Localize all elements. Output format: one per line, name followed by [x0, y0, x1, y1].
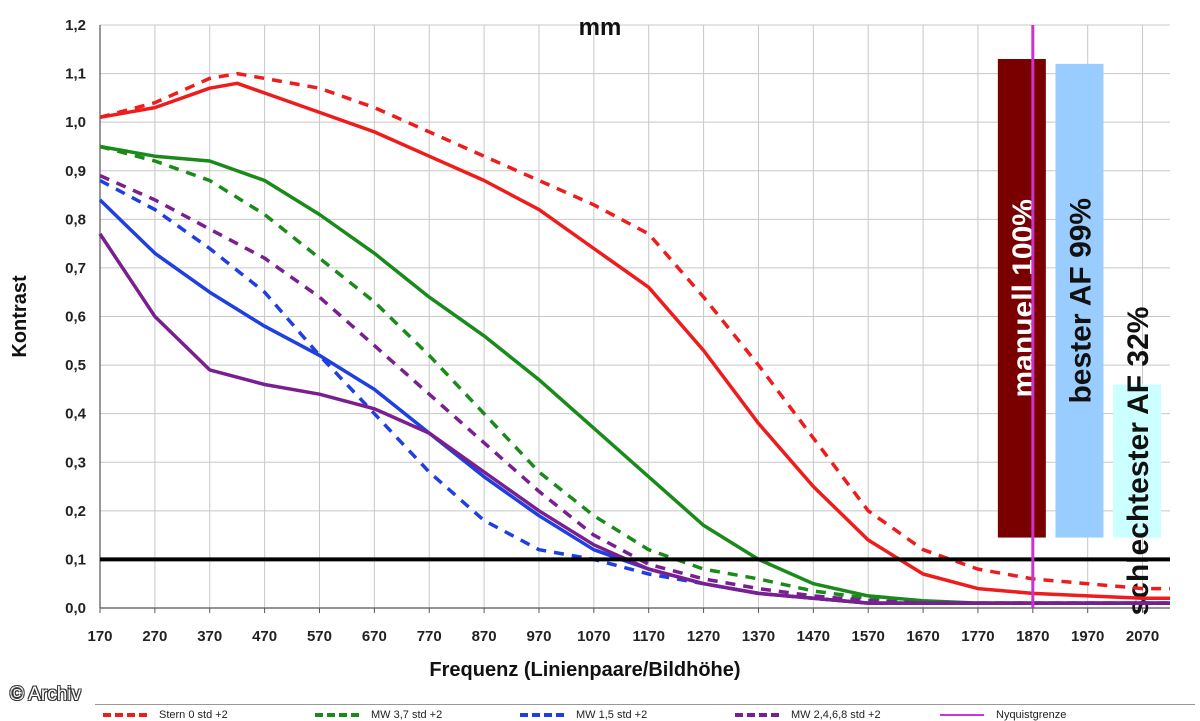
legend-swatch-nyquist — [940, 714, 984, 717]
y-tick-label: 0,9 — [65, 163, 86, 180]
x-tick-label: 870 — [472, 628, 497, 645]
legend-item-stern: Stern 0 std +2 — [103, 709, 228, 721]
y-tick-label: 0,5 — [65, 357, 86, 374]
x-tick-label: 270 — [142, 628, 167, 645]
legend-swatch-mw15 — [520, 713, 564, 718]
x-tick-label: 1470 — [797, 628, 830, 645]
legend-label-mw15: MW 1,5 std +2 — [576, 709, 648, 721]
x-tick-label: 1170 — [632, 628, 665, 645]
annotation-bar-0 — [997, 59, 1046, 538]
chart-title: mm — [578, 14, 622, 41]
x-tick-label: 1370 — [742, 628, 775, 645]
legend-item-nyquist: Nyquistgrenze — [940, 709, 1066, 721]
x-tick-label: 970 — [526, 628, 551, 645]
x-tick-label: 1270 — [687, 628, 720, 645]
x-tick-label: 170 — [87, 628, 112, 645]
x-tick-label: 1670 — [906, 628, 939, 645]
y-tick-label: 0,6 — [65, 309, 86, 326]
x-tick-label: 670 — [362, 628, 387, 645]
x-tick-label: 770 — [417, 628, 442, 645]
annotation-label-0: manuell 100% — [1007, 199, 1040, 397]
series-line-7 — [99, 173, 1170, 605]
annotation-bar-1 — [1055, 63, 1104, 538]
legend-label-nyquist: Nyquistgrenze — [996, 709, 1067, 721]
legend-item-mw37: MW 3,7 std +2 — [315, 709, 442, 721]
annotation-bar-2 — [1113, 384, 1162, 538]
y-tick-label: 0,8 — [65, 211, 86, 228]
y-tick-label: 1,2 — [65, 17, 86, 34]
x-tick-label: 1070 — [577, 628, 610, 645]
legend-item-mw2468: MW 2,4,6,8 std +2 — [735, 709, 881, 721]
legend-swatch-mw37 — [315, 713, 359, 718]
series-line-0 — [99, 81, 1170, 601]
y-tick-label: 0,1 — [65, 551, 86, 568]
y-tick-label: 1,0 — [65, 114, 86, 131]
x-tick-label: 1770 — [961, 628, 994, 645]
legend-label-stern: Stern 0 std +2 — [159, 709, 228, 721]
x-tick-label: 570 — [307, 628, 332, 645]
chart-legend: Stern 0 std +2 MW 3,7 std +2 MW 1,5 std … — [95, 704, 1195, 721]
x-tick-label: 1970 — [1071, 628, 1104, 645]
annotation-label-1: bester AF 99% — [1064, 198, 1097, 404]
y-tick-label: 0,2 — [65, 503, 86, 520]
archive-credit: © Archiv — [10, 684, 82, 705]
y-axis-label: Kontrast — [9, 275, 31, 358]
y-tick-label: 0,3 — [65, 454, 86, 471]
y-tick-label: 0,7 — [65, 260, 86, 277]
x-tick-label: 2070 — [1126, 628, 1159, 645]
annotation-label-2: schlechtester AF 32% — [1122, 307, 1155, 616]
y-tick-label: 1,1 — [65, 66, 86, 83]
series-line-5 — [99, 178, 1170, 605]
x-tick-label: 470 — [252, 628, 277, 645]
legend-item-mw15: MW 1,5 std +2 — [520, 709, 647, 721]
x-tick-label: 1570 — [852, 628, 885, 645]
y-tick-label: 0,4 — [65, 406, 87, 423]
y-tick-label: 0,0 — [65, 600, 86, 617]
legend-swatch-stern — [103, 713, 147, 718]
x-axis-label: Frequenz (Linienpaare/Bildhöhe) — [429, 659, 740, 681]
legend-label-mw37: MW 3,7 std +2 — [371, 709, 443, 721]
x-tick-label: 370 — [197, 628, 222, 645]
legend-swatch-mw2468 — [735, 713, 779, 718]
x-tick-label: 1870 — [1016, 628, 1049, 645]
legend-label-mw2468: MW 2,4,6,8 std +2 — [791, 709, 881, 721]
